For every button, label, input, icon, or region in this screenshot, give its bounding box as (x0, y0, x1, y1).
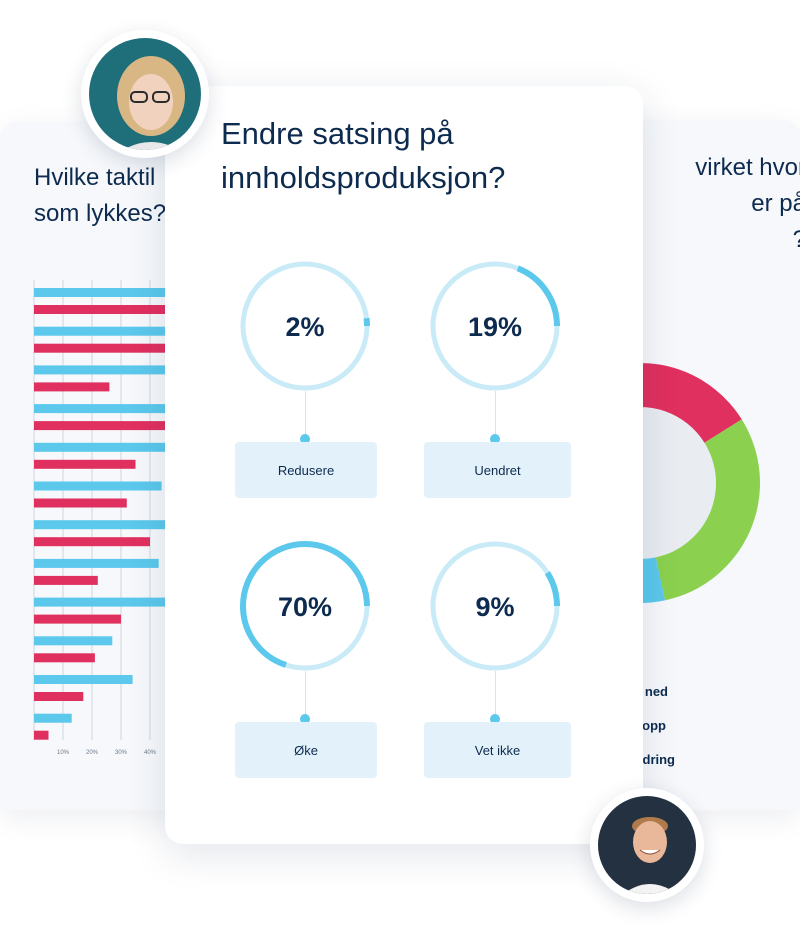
connector-line (304, 391, 306, 440)
right-card-title: virket hvor er på ? (695, 154, 800, 253)
stat-label: Redusere (235, 442, 377, 498)
left-card-title: Hvilke taktil som lykkes? (34, 164, 167, 227)
person-man-icon (598, 796, 696, 894)
stat-value: 19% (468, 312, 522, 342)
main-card-title: Endre satsing på innholdsproduksjon? (221, 116, 506, 195)
bar-series-a (34, 365, 168, 375)
progress-ring: 2% (240, 261, 370, 391)
connector-dot (490, 714, 500, 724)
connector-line (304, 671, 306, 720)
bar-series-b (34, 692, 84, 701)
bar-series-b (34, 459, 136, 469)
stat-label: Øke (235, 722, 377, 778)
bar-series-a (34, 520, 168, 530)
donut-slice-blue (635, 557, 665, 603)
connector-line (494, 391, 496, 440)
x-tick-label: 40% (144, 750, 157, 756)
bar-series-a (34, 597, 168, 607)
bar-series-a (34, 288, 168, 297)
bar-series-a (34, 404, 168, 414)
bar-series-b (34, 537, 150, 547)
x-tick-label: 10% (57, 750, 70, 756)
main-survey-card: Endre satsing på innholdsproduksjon? 2% R… (165, 86, 643, 844)
progress-ring: 9% (430, 541, 560, 671)
bar-series-b (34, 730, 49, 740)
stat-label: Vet ikke (424, 722, 571, 778)
bar-series-b (34, 421, 168, 431)
connector-dot (490, 434, 500, 444)
x-tick-label: 20% (86, 750, 99, 756)
bar-series-b (34, 305, 168, 314)
connector-dot (300, 714, 310, 724)
stat-label: Uendret (424, 442, 571, 498)
legend-item: ned (644, 684, 668, 699)
bar-series-a (34, 636, 113, 646)
stat-value: 9% (475, 592, 514, 622)
ring-fill (430, 261, 560, 391)
bar-series-a (34, 713, 72, 723)
progress-ring: 19% (430, 261, 560, 391)
ring-fill (240, 261, 370, 391)
legend-item: opp (642, 718, 666, 733)
bar-series-b (34, 498, 127, 508)
x-tick-label: 30% (115, 750, 128, 756)
bar-series-a (34, 481, 162, 491)
ring-fill (430, 541, 560, 671)
legend-item: dring (642, 752, 676, 767)
connector-line (494, 671, 496, 720)
bar-series-b (34, 343, 168, 353)
ring-fill (240, 541, 370, 671)
person-woman-icon (89, 38, 201, 150)
bar-series-a (34, 675, 133, 684)
bar-series-a (34, 442, 168, 452)
bar-series-b (34, 575, 98, 585)
avatar-bottom (590, 788, 704, 902)
bar-series-a (34, 558, 159, 568)
bar-series-a (34, 326, 168, 336)
progress-ring: 70% (240, 541, 370, 671)
bar-series-b (34, 382, 110, 392)
stat-value: 2% (285, 312, 324, 342)
connector-dot (300, 434, 310, 444)
stat-value: 70% (278, 592, 332, 622)
bar-chart: 10% 20% 30% 40% (33, 280, 168, 756)
avatar-top (81, 30, 209, 158)
bar-series-b (34, 614, 121, 624)
bar-series-b (34, 653, 95, 663)
donut-slice-green (655, 419, 760, 601)
